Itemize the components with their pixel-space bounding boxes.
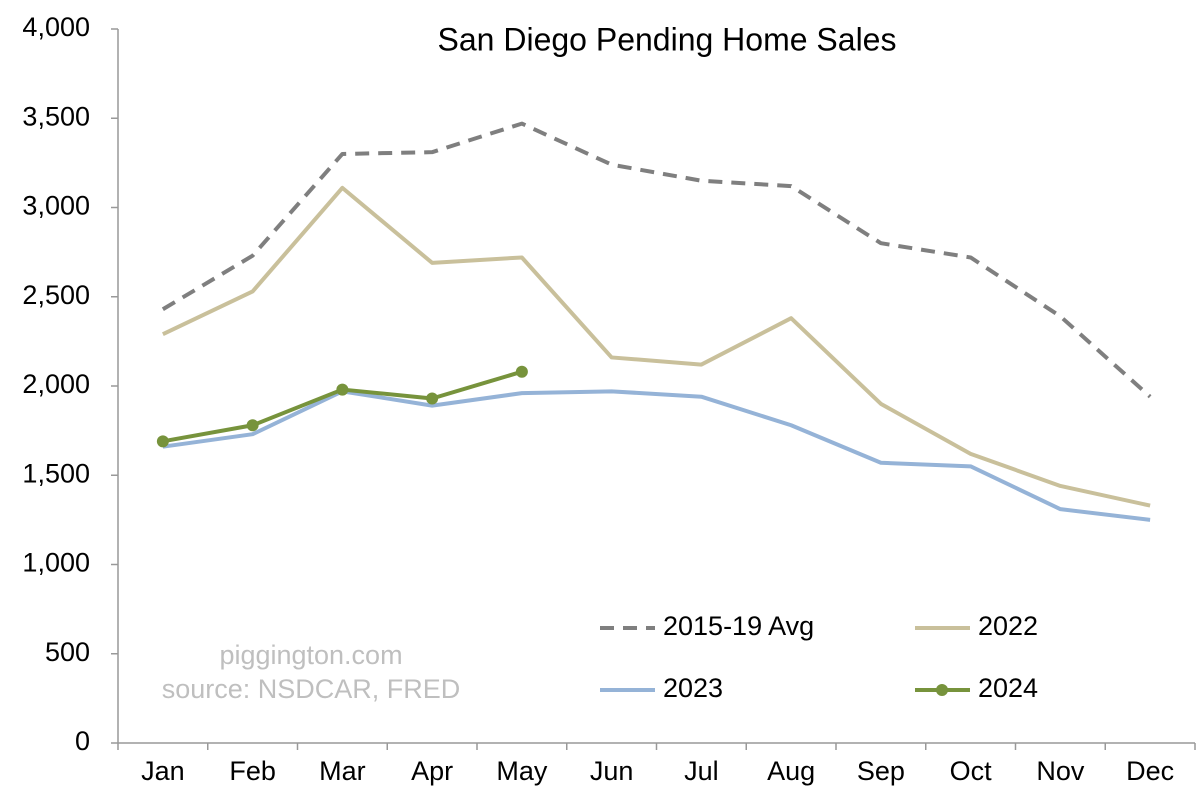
watermark: piggington.com bbox=[219, 640, 402, 670]
series-line bbox=[162, 185, 1151, 508]
x-tick-label: Dec bbox=[1126, 756, 1174, 786]
y-tick-label: 0 bbox=[75, 726, 90, 756]
x-tick-label: Mar bbox=[319, 756, 366, 786]
x-tick-label: Aug bbox=[767, 756, 815, 786]
y-tick-label: 2,500 bbox=[22, 280, 90, 310]
x-tick-label: May bbox=[496, 756, 548, 786]
series-line bbox=[162, 389, 1151, 522]
x-tick-label: Jan bbox=[141, 756, 185, 786]
point bbox=[156, 435, 169, 448]
y-tick-label: 2,000 bbox=[22, 369, 90, 399]
legend-marker bbox=[936, 684, 948, 696]
x-tick-label: Jul bbox=[684, 756, 719, 786]
y-tick-label: 500 bbox=[45, 637, 90, 667]
x-tick-label: Oct bbox=[950, 756, 993, 786]
x-tick-label: Apr bbox=[411, 756, 453, 786]
series-line bbox=[161, 121, 1152, 399]
legend-label: 2015-19 Avg bbox=[663, 611, 814, 641]
y-tick-label: 1,500 bbox=[22, 458, 90, 488]
y-tick-label: 4,000 bbox=[22, 12, 90, 42]
y-tick-label: 3,500 bbox=[22, 101, 90, 131]
x-tick-label: Nov bbox=[1036, 756, 1085, 786]
y-tick-label: 3,000 bbox=[22, 191, 90, 221]
series-line bbox=[162, 369, 523, 444]
chart-title: San Diego Pending Home Sales bbox=[438, 21, 897, 57]
point bbox=[336, 383, 349, 396]
x-tick-label: Sep bbox=[857, 756, 905, 786]
legend-label: 2023 bbox=[663, 673, 723, 703]
legend-label: 2024 bbox=[978, 673, 1038, 703]
y-tick-label: 1,000 bbox=[22, 548, 90, 578]
legend-label: 2022 bbox=[978, 611, 1038, 641]
x-tick-label: Jun bbox=[590, 756, 634, 786]
point bbox=[515, 365, 528, 378]
point bbox=[426, 392, 439, 405]
source-note: source: NSDCAR, FRED bbox=[162, 674, 461, 704]
x-tick-label: Feb bbox=[229, 756, 276, 786]
point bbox=[246, 419, 259, 432]
